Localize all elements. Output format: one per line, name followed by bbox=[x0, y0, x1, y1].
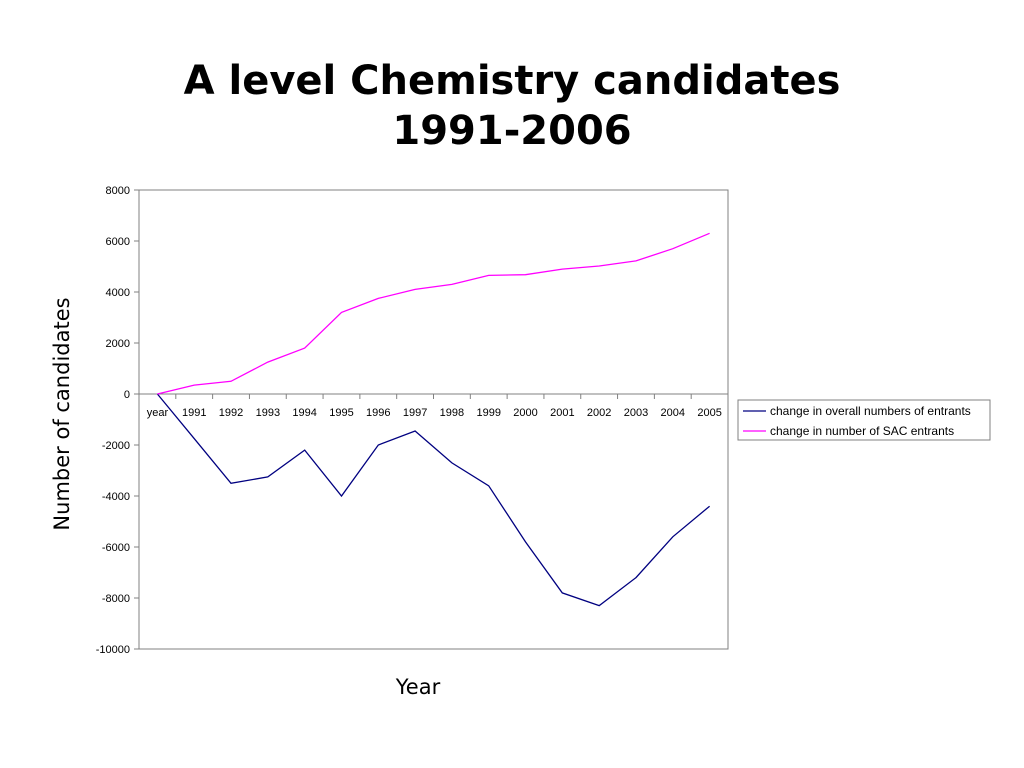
x-tick-label: 2004 bbox=[661, 407, 685, 419]
x-tick-label: 2003 bbox=[624, 407, 648, 419]
x-tick-label: 1995 bbox=[329, 407, 353, 419]
x-tick-label: 2000 bbox=[513, 407, 537, 419]
chart-title-line-2: 1991-2006 bbox=[392, 108, 632, 154]
legend-box bbox=[737, 399, 991, 441]
y-tick-label: 0 bbox=[124, 389, 130, 401]
x-tick-label: 1992 bbox=[219, 407, 243, 419]
legend-label-2: change in number of SAC entrants bbox=[770, 424, 954, 438]
x-tick-label: 1999 bbox=[476, 407, 500, 419]
series-line-2 bbox=[157, 232, 710, 395]
x-tick-label: 2005 bbox=[697, 407, 721, 419]
y-tick-label: -4000 bbox=[102, 491, 130, 503]
y-tick-label: 4000 bbox=[106, 287, 130, 299]
x-tick-label: 1997 bbox=[403, 407, 427, 419]
x-tick-label: 1991 bbox=[182, 407, 206, 419]
y-tick-label: -2000 bbox=[102, 440, 130, 452]
y-tick-label: -6000 bbox=[102, 542, 130, 554]
legend: change in overall numbers of entrants cha… bbox=[737, 399, 991, 441]
legend-label-1: change in overall numbers of entrants bbox=[770, 404, 971, 418]
y-tick-label: -10000 bbox=[96, 644, 130, 656]
x-tick-label: 2001 bbox=[550, 407, 574, 419]
y-tick-label: 8000 bbox=[106, 185, 130, 197]
series-layer bbox=[156, 232, 711, 607]
chart-title: A level Chemistry candidates 1991-2006 bbox=[0, 56, 1024, 156]
x-tick-label: 2002 bbox=[587, 407, 611, 419]
x-tick-label: 1998 bbox=[440, 407, 464, 419]
plot-area bbox=[138, 189, 729, 650]
x-tick-label: 1993 bbox=[256, 407, 280, 419]
x-tick-label: 1996 bbox=[366, 407, 390, 419]
y-axis-title: Number of candidates bbox=[50, 297, 74, 530]
x-tick-label: year bbox=[147, 407, 169, 419]
x-axis-title: Year bbox=[395, 675, 441, 699]
y-tick-label: 2000 bbox=[106, 338, 130, 350]
y-tick-label: -8000 bbox=[102, 593, 130, 605]
x-axis: year 1991 1992 1993 1994 1995 1996 1997 1998 1999… bbox=[138, 393, 729, 419]
chart-title-line-1: A level Chemistry candidates bbox=[183, 58, 841, 104]
y-axis: 8000 6000 4000 2000 0 -2000 -4000 -6000 -8000 -10… bbox=[96, 185, 139, 656]
y-tick-label: 6000 bbox=[106, 236, 130, 248]
series-line-1 bbox=[156, 393, 711, 607]
x-tick-label: 1994 bbox=[292, 407, 316, 419]
